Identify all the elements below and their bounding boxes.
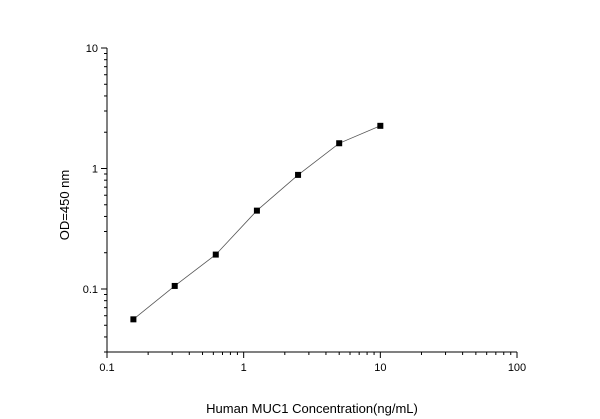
- data-point: [212, 251, 219, 258]
- y-tick-label: 1: [92, 163, 98, 175]
- y-axis-title: OD=450 nm: [57, 170, 72, 240]
- series-line: [133, 125, 381, 320]
- data-point: [253, 207, 260, 214]
- x-tick-label: 0.1: [99, 362, 114, 374]
- x-tick-label: 100: [508, 362, 526, 374]
- x-tick-label: 1: [241, 362, 247, 374]
- data-point: [295, 171, 302, 178]
- y-tick-label: 10: [86, 43, 98, 55]
- x-axis-title: Human MUC1 Concentration(ng/mL): [206, 401, 418, 416]
- data-point: [377, 122, 384, 129]
- data-point: [336, 140, 343, 147]
- y-tick-label: 0.1: [83, 284, 98, 296]
- data-point: [130, 316, 137, 323]
- plot-area: [130, 122, 384, 323]
- axes: 0.1 1 10 100 0.1 1 10: [83, 43, 526, 374]
- x-tick-label: 10: [374, 362, 386, 374]
- data-point: [171, 282, 178, 289]
